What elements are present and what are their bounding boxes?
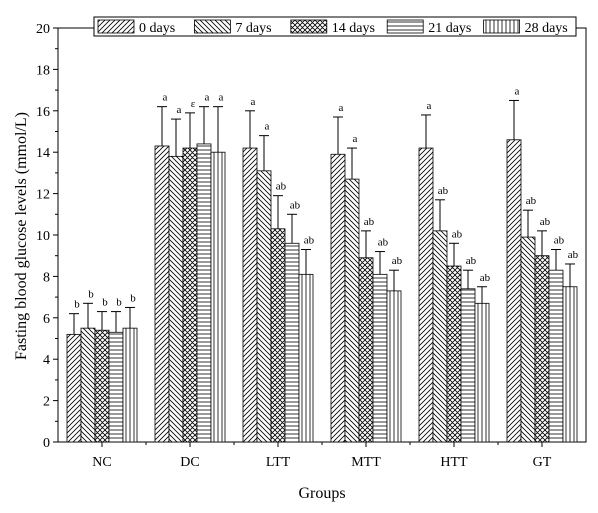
legend-label: 14 days — [332, 21, 375, 36]
x-axis-title: Groups — [298, 485, 345, 502]
x-tick-label: DC — [180, 455, 199, 470]
significance-label: b — [74, 299, 80, 311]
bar-horizontal — [284, 242, 300, 443]
significance-label: ab — [554, 234, 565, 246]
bar-crosshatch — [358, 257, 374, 443]
significance-label: b — [130, 292, 136, 304]
significance-label: ab — [392, 255, 403, 267]
bar-diag-right — [330, 153, 346, 443]
bar-diag-left — [168, 155, 184, 443]
bar-vertical — [210, 151, 226, 443]
legend-swatch — [483, 19, 521, 34]
significance-label: ab — [276, 181, 287, 193]
bar-diag-left — [432, 230, 448, 443]
y-tick-label: 16 — [36, 105, 50, 120]
legend-swatch — [290, 19, 328, 34]
bar-diag-right — [242, 147, 258, 443]
significance-label: a — [265, 121, 270, 133]
significance-label: ab — [466, 255, 477, 267]
bar-vertical — [298, 273, 314, 443]
significance-label: ab — [480, 272, 491, 284]
significance-label: a — [339, 102, 344, 114]
significance-label: ab — [438, 185, 449, 197]
bar-vertical — [122, 327, 138, 443]
bar-horizontal — [460, 288, 476, 443]
x-tick-label: LTT — [266, 455, 291, 470]
bar-horizontal — [196, 143, 212, 443]
bar-diag-left — [256, 170, 272, 443]
significance-label: ab — [452, 228, 463, 240]
bar-crosshatch — [534, 255, 550, 443]
x-tick-label: NC — [92, 455, 111, 470]
x-tick-label: MTT — [351, 455, 381, 470]
y-tick-label: 0 — [43, 436, 50, 451]
y-tick-label: 18 — [36, 63, 50, 78]
significance-label: ab — [378, 237, 389, 249]
y-tick-label: 14 — [36, 146, 50, 161]
significance-label: a — [205, 92, 210, 104]
bar-vertical — [474, 302, 490, 443]
y-tick-label: 6 — [43, 312, 50, 327]
significance-label: ab — [540, 216, 551, 228]
significance-label: a — [163, 92, 168, 104]
significance-label: ab — [304, 234, 315, 246]
bar-diag-left — [344, 178, 360, 443]
bar-crosshatch — [446, 265, 462, 443]
bar-diag-right — [418, 147, 434, 443]
significance-label: a — [177, 104, 182, 116]
bar-vertical — [562, 286, 578, 443]
legend-label: 21 days — [428, 21, 471, 36]
legend-label: 7 days — [235, 21, 271, 36]
legend-label: 28 days — [525, 21, 568, 36]
y-tick-label: 2 — [43, 395, 50, 410]
y-tick-label: 20 — [36, 22, 50, 37]
bar-crosshatch — [182, 147, 198, 443]
significance-label: a — [251, 96, 256, 108]
legend-swatch — [97, 19, 135, 34]
significance-label: a — [219, 92, 224, 104]
significance-label: ab — [364, 216, 375, 228]
bar-diag-right — [154, 145, 170, 443]
bar-diag-right — [66, 333, 82, 443]
significance-label: a — [515, 85, 520, 97]
significance-label: a — [427, 100, 432, 112]
y-tick-label: 10 — [36, 229, 50, 244]
bar-horizontal — [548, 269, 564, 443]
bar-crosshatch — [270, 228, 286, 443]
bar-diag-left — [520, 236, 536, 443]
significance-label: ab — [290, 199, 301, 211]
legend-swatch — [386, 19, 424, 34]
y-tick-label: 8 — [43, 270, 50, 285]
y-tick-label: 4 — [43, 353, 50, 368]
y-axis-title: Fasting blood glucose levels (mmol/L) — [13, 112, 30, 360]
significance-label: b — [88, 288, 94, 300]
significance-label: b — [116, 297, 122, 309]
significance-label: ε — [191, 98, 196, 110]
x-tick-label: HTT — [440, 455, 468, 470]
significance-label: ab — [568, 249, 579, 261]
bar-horizontal — [372, 273, 388, 443]
bar-horizontal — [108, 331, 124, 443]
bar-diag-left — [80, 327, 96, 443]
significance-label: b — [102, 297, 108, 309]
bar-vertical — [386, 290, 402, 443]
legend-label: 0 days — [139, 21, 175, 36]
y-tick-label: 12 — [36, 188, 50, 203]
bar-crosshatch — [94, 329, 110, 443]
legend-swatch — [193, 19, 231, 34]
x-tick-label: GT — [533, 455, 552, 470]
bar-diag-right — [506, 139, 522, 443]
significance-label: a — [353, 133, 358, 145]
significance-label: ab — [526, 195, 537, 207]
